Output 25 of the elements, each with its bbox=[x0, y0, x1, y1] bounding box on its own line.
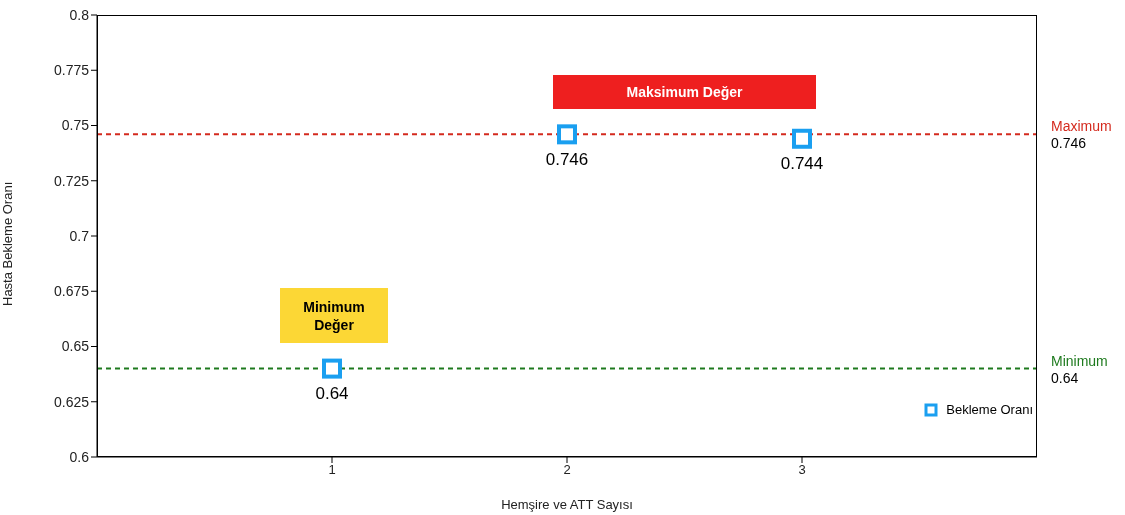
data-label: 0.64 bbox=[315, 384, 349, 404]
ref-line-label: Minimum 0.64 bbox=[1051, 352, 1108, 386]
data-label: 0.746 bbox=[545, 149, 589, 169]
annotation: Maksimum Değer bbox=[626, 83, 743, 101]
y-tick-label: 0.7 bbox=[69, 227, 90, 244]
y-tick-label: 0.725 bbox=[53, 172, 90, 189]
x-tick-label: 2 bbox=[563, 462, 571, 478]
x-axis-title: Hemşire ve ATT Sayısı bbox=[501, 497, 633, 513]
y-tick-label: 0.6 bbox=[69, 448, 90, 465]
annotation: Minimum Değer bbox=[303, 297, 365, 334]
data-label: 0.744 bbox=[780, 154, 824, 174]
y-tick-label: 0.65 bbox=[61, 338, 90, 355]
y-tick-label: 0.775 bbox=[53, 62, 90, 79]
point bbox=[322, 358, 342, 379]
y-tick-label: 0.625 bbox=[53, 393, 90, 410]
y-axis-title: Hasta Bekleme Oranı bbox=[0, 181, 15, 306]
legend-label: Bekleme Oranı bbox=[946, 402, 1033, 417]
y-tick-label: 0.75 bbox=[61, 117, 90, 134]
y-tick-label: 0.675 bbox=[53, 283, 90, 300]
point bbox=[557, 124, 577, 145]
point bbox=[792, 128, 812, 149]
x-tick-label: 3 bbox=[798, 462, 806, 478]
ref-line-label: Maximum 0.746 bbox=[1051, 118, 1112, 152]
x-tick-label: 1 bbox=[328, 462, 336, 478]
y-tick-label: 0.8 bbox=[69, 6, 90, 23]
